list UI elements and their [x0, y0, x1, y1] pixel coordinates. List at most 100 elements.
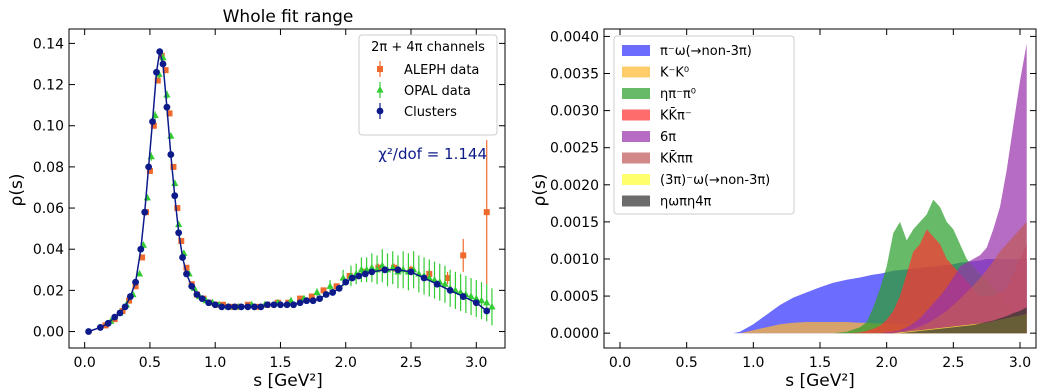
data-point — [326, 282, 334, 289]
data-point — [193, 291, 201, 298]
data-point — [309, 297, 317, 305]
data-point — [198, 295, 206, 303]
legend-swatch — [622, 152, 650, 164]
data-point — [183, 270, 190, 278]
left-x-axis-label: s [GeV²] — [253, 371, 323, 391]
data-point — [483, 298, 491, 306]
data-point — [483, 307, 491, 315]
data-point — [178, 237, 185, 244]
legend-entry: KK̄π⁻ — [622, 108, 692, 124]
data-point — [257, 303, 265, 311]
data-point — [460, 252, 467, 259]
legend-entry: (3π)⁻ω(→non-3π) — [622, 173, 770, 188]
data-point — [126, 293, 134, 300]
data-point — [244, 303, 252, 311]
data-point — [132, 278, 139, 286]
legend-label: 6π — [660, 130, 676, 145]
right-plot: 0.0 0.5 1.0 1.5 2.0 2.5 3.0 0.0000 0.0005 0.0010 0… — [530, 28, 1037, 391]
legend-swatch — [622, 131, 650, 142]
data-point — [264, 301, 271, 309]
data-point — [171, 179, 179, 186]
y-tick-label: 0.0035 — [550, 67, 599, 83]
data-point — [111, 313, 119, 321]
y-tick-label: 0.12 — [33, 78, 64, 94]
data-point — [483, 209, 490, 216]
data-point — [250, 303, 258, 311]
data-point — [149, 118, 156, 126]
legend-entry: ηωπη4π — [622, 195, 711, 210]
y-tick-label: 0.0000 — [550, 326, 599, 342]
data-point — [297, 295, 304, 302]
data-point — [156, 48, 164, 56]
right-y-axis-label: ρ(s) — [530, 174, 550, 207]
chi-square-annotation: χ²/dof = 1.144 — [378, 145, 487, 163]
data-point — [320, 287, 327, 294]
x-tick-label: 3.0 — [465, 355, 487, 371]
y-tick-label: 0.0005 — [550, 289, 599, 305]
data-point — [121, 303, 129, 311]
legend-entry: ALEPH data — [377, 61, 479, 78]
area-series — [626, 307, 1027, 334]
data-point — [96, 324, 104, 331]
legend-entry: 6π — [622, 130, 676, 145]
x-tick-label: 0.5 — [676, 355, 698, 371]
data-point — [433, 280, 441, 288]
data-point — [205, 299, 213, 307]
legend-entry: π⁻ω(→non-3π) — [622, 44, 752, 59]
data-point — [183, 264, 190, 271]
data-point — [270, 301, 278, 309]
data-point — [150, 122, 157, 129]
data-point — [368, 263, 376, 271]
data-point — [174, 205, 181, 212]
x-tick-label: 2.5 — [942, 355, 964, 371]
x-tick-label: 1.5 — [269, 355, 291, 371]
data-point — [145, 163, 153, 171]
data-point — [146, 168, 153, 175]
data-point — [171, 192, 179, 200]
data-point — [170, 163, 177, 170]
x-tick-label: 2.0 — [876, 355, 898, 371]
data-point — [313, 288, 321, 296]
legend-marker — [377, 66, 383, 72]
data-point — [175, 220, 183, 228]
y-tick-label: 0.04 — [33, 242, 64, 258]
legend-swatch — [622, 88, 650, 99]
data-point — [308, 293, 315, 300]
legend-swatch — [622, 66, 650, 78]
x-tick-label: 2.5 — [400, 355, 422, 371]
y-tick-label: 0.0040 — [550, 29, 599, 45]
data-point — [166, 110, 173, 117]
data-point — [472, 294, 480, 302]
legend-entry: K⁻K⁰ — [622, 66, 689, 81]
series-circle — [85, 48, 491, 335]
data-point — [116, 309, 124, 317]
legend-entry: Clusters — [376, 103, 457, 120]
legend-label: KK̄ππ — [660, 151, 693, 166]
data-point — [381, 266, 389, 274]
legend-label: OPAL data — [404, 84, 471, 99]
legend-label: (3π)⁻ω(→non-3π) — [660, 173, 770, 188]
y-tick-label: 0.0025 — [550, 141, 599, 157]
left-plot-series — [85, 48, 496, 335]
data-point — [139, 254, 146, 261]
data-point — [467, 292, 475, 300]
legend-swatch — [622, 45, 650, 56]
data-point — [355, 272, 363, 280]
legend-swatch — [622, 109, 650, 121]
legend-label: KK̄π⁻ — [660, 108, 692, 123]
data-point — [159, 60, 167, 68]
x-tick-label: 0.0 — [74, 355, 96, 371]
data-point — [357, 265, 366, 273]
data-point — [348, 274, 356, 282]
legend-label: Clusters — [404, 105, 457, 120]
x-tick-label: 1.5 — [809, 355, 831, 371]
left-axis-ticks: 0.0 0.5 1.0 1.5 2.0 2.5 3.0 0.00 0.02 0.04 0.06 0.0… — [33, 29, 505, 371]
right-axis-ticks: 0.0 0.5 1.0 1.5 2.0 2.5 3.0 0.0000 0.0005 0.0010 0… — [550, 29, 1036, 371]
data-point — [277, 301, 284, 309]
left-plot-frame — [68, 28, 506, 349]
data-point — [85, 328, 92, 335]
x-tick-label: 1.0 — [742, 355, 764, 371]
y-tick-label: 0.14 — [33, 36, 64, 52]
left-y-axis-label: ρ(s) — [7, 174, 27, 207]
